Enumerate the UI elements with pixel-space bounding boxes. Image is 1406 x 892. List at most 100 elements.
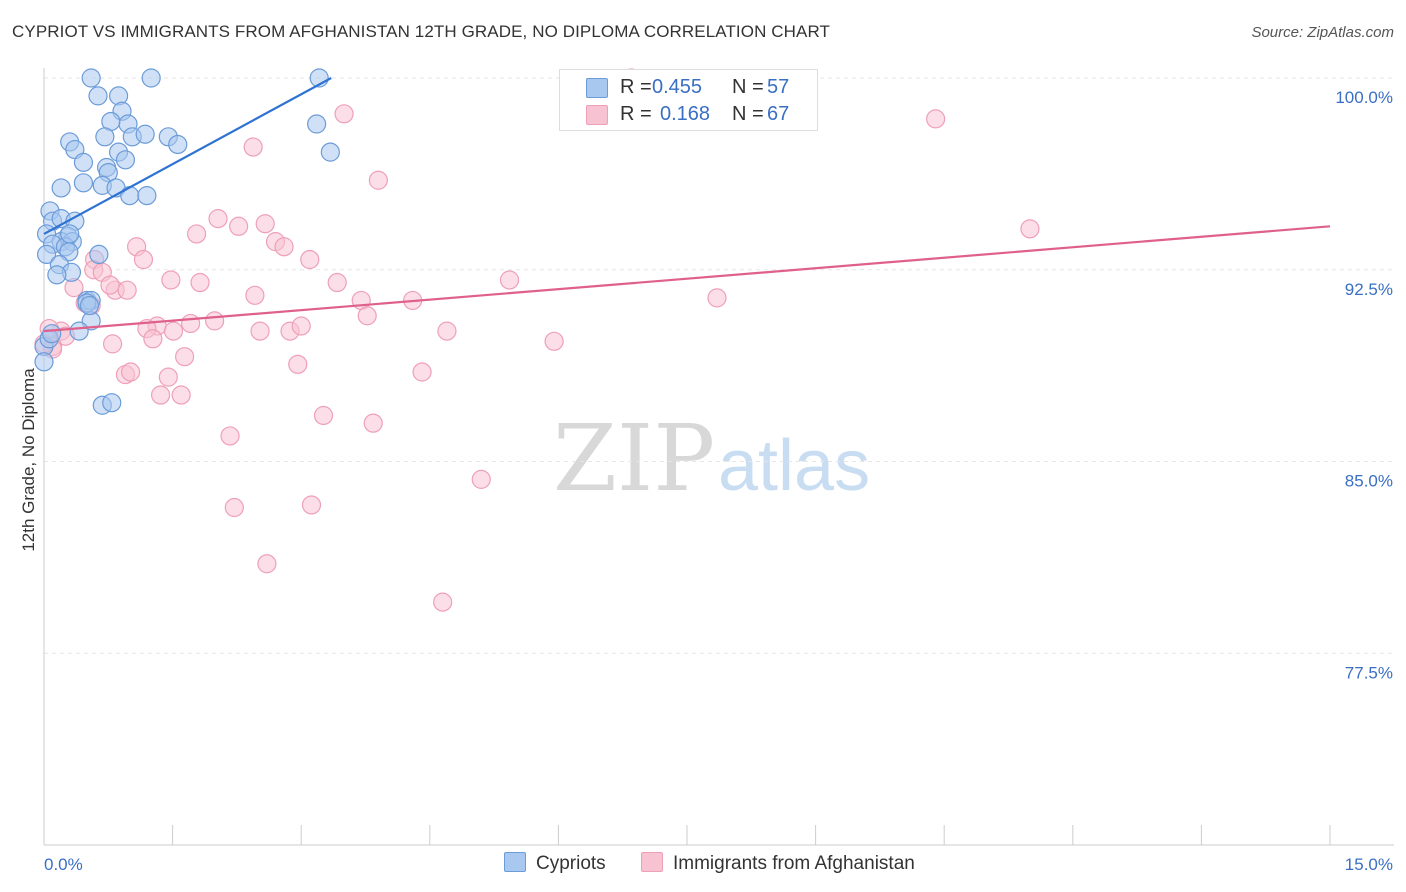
trend-lines (43, 77, 1331, 333)
y-tick-label: 92.5% (1345, 280, 1393, 299)
legend-r-label: R = (620, 103, 652, 125)
bottom-legend-label: Immigrants from Afghanistan (673, 853, 915, 874)
afghanistan-point (161, 270, 181, 290)
legend-r-value: 0.168 (660, 103, 711, 125)
afghanistan-point (171, 385, 191, 405)
afghanistan-point (357, 306, 377, 326)
cypriots-point (81, 68, 101, 88)
afghanistan-point (190, 272, 210, 293)
bottom-legend-swatch-blue (504, 852, 526, 872)
y-tick-label: 100.0% (1335, 88, 1393, 107)
gridlines (44, 77, 1394, 654)
legend-n-value: 57 (767, 76, 790, 98)
afghanistan-point (117, 280, 137, 300)
afghanistan-point (300, 249, 320, 270)
afghanistan-point (175, 347, 195, 367)
afghanistan-point (327, 272, 347, 293)
y-tick-labels: 77.5% 85.0% 92.5% 100.0% (1335, 88, 1393, 682)
cypriots-point (73, 152, 94, 172)
afghanistan-point (368, 170, 388, 190)
afghanistan-point (257, 554, 277, 574)
source-label: Source: ZipAtlas.com (1251, 24, 1394, 41)
afghanistan-point (433, 592, 453, 612)
cypriots-point (69, 321, 89, 341)
cypriots-point (51, 178, 71, 198)
stats-legend: R = 0.455 N = 57 R = 0.168 N = 67 (559, 69, 818, 131)
series-cypriots-points (34, 68, 340, 415)
afghanistan-point (205, 311, 225, 331)
afghanistan-point (301, 495, 322, 515)
cypriots-point (47, 265, 67, 285)
afghanistan-point (544, 331, 564, 351)
afghanistan-point (499, 270, 520, 290)
y-tick-label: 77.5% (1345, 663, 1393, 682)
y-axis-label: 12th Grade, No Diploma (19, 368, 38, 552)
afghanistan-point (102, 334, 123, 354)
cypriots-point (79, 295, 100, 316)
bottom-legend-label: Cypriots (536, 853, 606, 874)
cypriots-trend-line (43, 77, 332, 235)
afghanistan-point (150, 385, 171, 405)
y-tick-label: 85.0% (1345, 472, 1393, 491)
cypriots-point (135, 124, 155, 144)
cypriots-point (307, 114, 327, 134)
afghanistan-point (926, 109, 946, 129)
cypriots-point (88, 86, 108, 106)
cypriots-point (320, 142, 340, 162)
axes (43, 68, 1394, 846)
cypriots-point (102, 393, 122, 413)
afghanistan-point (208, 209, 228, 229)
afghanistan-point (220, 426, 240, 446)
x-tick-label: 15.0% (1345, 855, 1393, 874)
afghanistan-point (334, 104, 354, 124)
cypriots-point (73, 173, 94, 193)
afghanistan-point (274, 237, 294, 257)
cypriots-point (168, 134, 188, 155)
legend-swatch-blue (586, 78, 608, 98)
afghanistan-point (245, 285, 265, 305)
afghanistan-point (471, 469, 491, 489)
afghanistan-point (181, 313, 201, 334)
afghanistan-point (163, 321, 184, 341)
afghanistan-point (1020, 219, 1040, 239)
bottom-legend-afghanistan: Immigrants from Afghanistan (641, 852, 915, 876)
afghanistan-point (120, 362, 141, 382)
legend-n-label: N = (732, 76, 764, 98)
afghanistan-point (100, 275, 120, 295)
afghanistan-point (291, 316, 311, 336)
legend-n-value: 67 (767, 103, 790, 125)
cypriots-point (34, 352, 54, 372)
afghanistan-point (187, 224, 207, 244)
afghanistan-point (224, 497, 244, 518)
watermark-zip: ZIP (553, 405, 715, 512)
cypriots-point (120, 186, 140, 206)
bottom-legend-cypriots: Cypriots (504, 852, 606, 876)
watermark-atlas: atlas (718, 426, 870, 506)
series-afghanistan-points (34, 68, 1040, 612)
afghanistan-point (250, 321, 270, 341)
x-tick-labels: 0.0% 15.0% (44, 855, 1393, 874)
legend-n-label: N = (732, 103, 764, 125)
x-tick-label: 0.0% (44, 855, 83, 874)
legend-r-value: 0.455 (652, 76, 703, 98)
legend-r-label: R = (620, 76, 652, 98)
bottom-legend-swatch-pink (641, 852, 663, 872)
cypriots-point (42, 324, 62, 344)
afghanistan-point (313, 405, 334, 426)
afghanistan-point (288, 354, 308, 374)
afghanistan-point (133, 249, 154, 270)
afghanistan-point (243, 137, 263, 157)
afghanistan-point (255, 214, 275, 234)
afghanistan-point (143, 329, 163, 349)
cypriots-point (89, 244, 109, 265)
cypriots-point (115, 150, 136, 170)
cypriots-point (36, 244, 57, 265)
chart-title: CYPRIOT VS IMMIGRANTS FROM AFGHANISTAN 1… (12, 22, 831, 41)
afghanistan-point (412, 362, 432, 382)
legend-swatch-pink (586, 105, 608, 125)
afghanistan-point (229, 216, 249, 236)
cypriots-point (60, 224, 80, 244)
cypriots-point (95, 127, 115, 147)
afghanistan-point (158, 367, 178, 387)
